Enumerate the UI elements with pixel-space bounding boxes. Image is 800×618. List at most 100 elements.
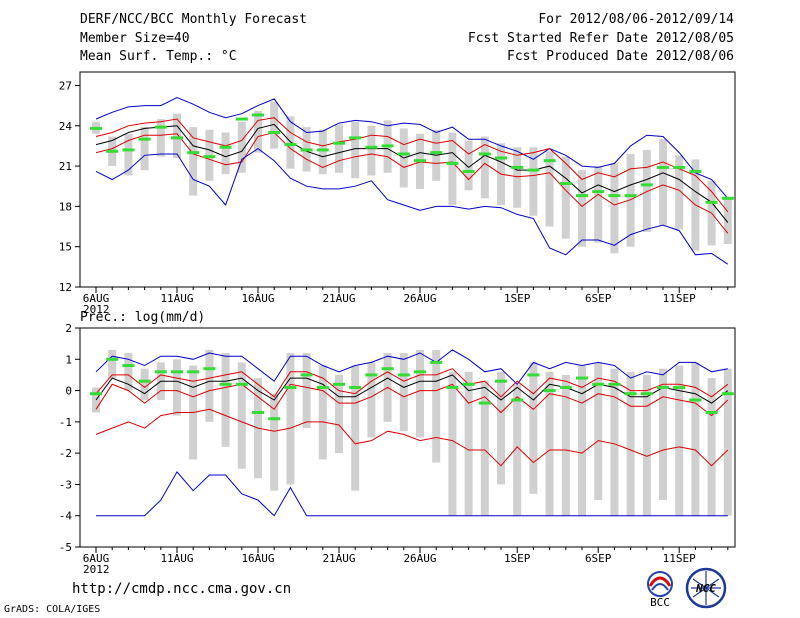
temp-box (237, 121, 246, 173)
prec-box (578, 365, 586, 516)
temp-median-marker (721, 196, 734, 200)
temp-median-marker (559, 182, 572, 186)
prec-median-marker (235, 382, 248, 386)
temp-median-marker (640, 183, 653, 187)
source-url[interactable]: http://cmdp.ncc.cma.gov.cn (72, 581, 292, 597)
prec-median-marker (576, 376, 588, 380)
prec-xtick-label: 11AUG (160, 552, 193, 565)
prec-ytick-label: -5 (59, 541, 72, 554)
refer-date: Fcst Started Refer Date 2012/08/05 (467, 31, 734, 46)
temp-median-marker (284, 143, 297, 147)
prec-series-lower (95, 383, 729, 417)
prec-median-marker (122, 364, 135, 368)
variable-label: Mean Surf. Temp.: °C (80, 49, 237, 64)
temp-median-marker (592, 190, 605, 194)
prec-box (529, 362, 538, 494)
prec-box (205, 349, 214, 422)
temp-median-marker (414, 159, 426, 163)
prec-ytick-label: -1 (59, 416, 72, 429)
prec-median-marker (673, 385, 686, 389)
temp-box (254, 110, 262, 153)
temp-median-marker (365, 145, 378, 149)
prec-box (691, 362, 700, 516)
prec-ytick-label: -4 (59, 510, 73, 523)
temp-xtick-label: 11SEP (663, 292, 696, 305)
prec-median-marker (624, 392, 637, 396)
prec-box (221, 353, 230, 447)
temp-box (610, 163, 619, 254)
temp-xtick-label: 26AUG (403, 292, 436, 305)
prec-box (594, 362, 603, 501)
temp-median-marker (203, 155, 216, 159)
prec-ytick-label: -2 (59, 447, 72, 460)
prec-box (659, 368, 667, 501)
prec-box (626, 371, 635, 516)
temp-median-marker (430, 151, 443, 155)
prec-median-marker (106, 357, 119, 361)
prec-plot-frame (79, 327, 736, 548)
member-size: Member Size=40 (80, 31, 190, 46)
prec-box (561, 374, 570, 516)
prec-median-marker (268, 417, 281, 421)
temp-median-marker (657, 165, 669, 169)
ncc-logo-text: NCC (695, 582, 716, 595)
temp-box (545, 151, 554, 227)
temp-ytick-label: 12 (59, 281, 72, 294)
prec-box (270, 393, 279, 491)
temp-median-marker (235, 117, 248, 121)
prec-median-marker (608, 382, 621, 386)
prec-median-marker (446, 385, 459, 389)
temp-box (513, 147, 522, 208)
temp-median-marker (673, 165, 686, 169)
prec-median-marker (527, 373, 540, 377)
prec-median-marker (592, 382, 605, 386)
temp-median-marker (608, 194, 621, 198)
prec-box (610, 368, 619, 516)
prec-box (140, 368, 149, 400)
prec-ytick-label: 1 (65, 353, 72, 366)
prec-box (318, 365, 327, 460)
temp-median-marker (268, 130, 281, 134)
prec-box (302, 353, 311, 429)
prec-median-marker (705, 410, 718, 414)
temp-xtick-label: 6SEP (585, 292, 612, 305)
temp-xtick-label: 6AUG (83, 292, 110, 305)
prec-series-bottom (95, 408, 729, 467)
temp-median-marker (333, 141, 345, 145)
temp-box (578, 170, 586, 247)
grads-credit: GrADS: COLA/IGES (4, 604, 101, 615)
temp-median-marker (106, 149, 119, 153)
prec-box (448, 371, 457, 516)
bcc-logo-text: BCC (650, 596, 670, 608)
prec-box (237, 362, 246, 469)
temp-ytick-label: 15 (59, 241, 72, 254)
prec-median-marker (203, 367, 216, 371)
temp-xtick-label: 11AUG (160, 292, 193, 305)
temp-box (529, 147, 538, 216)
temp-box (675, 155, 684, 230)
prec-median-marker (284, 385, 297, 389)
temp-median-marker (689, 169, 702, 173)
prec-series-max (95, 349, 728, 386)
prec-median-marker (349, 385, 362, 389)
prec-median-marker (495, 379, 507, 383)
prec-box (416, 349, 424, 438)
prec-median-marker (414, 370, 426, 374)
temp-ytick-label: 24 (59, 120, 73, 133)
temp-median-marker (478, 152, 491, 156)
prec-box (675, 365, 684, 516)
temp-box (189, 127, 198, 196)
temp-median-marker (527, 168, 540, 172)
temp-xtick-label: 21AUG (322, 292, 355, 305)
prec-median-marker (721, 392, 734, 396)
prec-box (399, 353, 408, 432)
prec-box (723, 368, 732, 516)
temp-median-marker (138, 137, 151, 141)
temp-box (561, 156, 570, 239)
temp-median-marker (187, 151, 200, 155)
prec-median-marker (252, 410, 264, 414)
temp-median-marker (252, 113, 264, 117)
prec-median-marker (543, 389, 556, 393)
prec-xtick-label: 6SEP (585, 552, 612, 565)
temp-box (124, 133, 133, 176)
